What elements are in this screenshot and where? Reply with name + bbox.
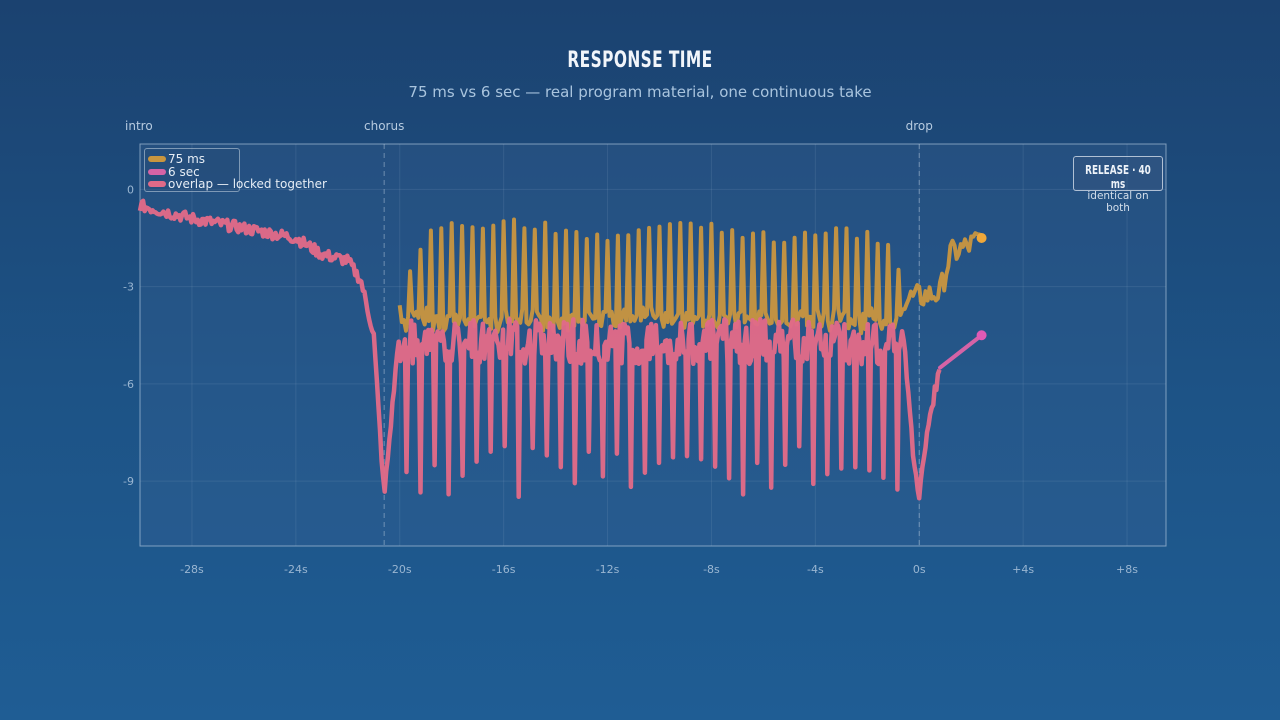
x-tick-label: -20s xyxy=(388,563,412,576)
release-title: RELEASE · 40 ms xyxy=(1085,163,1151,191)
x-axis-ticks: -28s -24s -20s -16s -12s -8s -4s 0s +4s +8s xyxy=(180,563,1138,576)
chart-title: RESPONSE TIME xyxy=(567,48,713,73)
fast-end-marker xyxy=(976,233,987,244)
slow-end-marker xyxy=(976,330,987,341)
chart-subtitle: 75 ms vs 6 sec — real program material, … xyxy=(408,83,872,101)
x-tick-label: -8s xyxy=(703,563,720,576)
legend-swatch-slow xyxy=(148,168,166,175)
series-layer xyxy=(137,198,987,501)
legend-label-slow: 6 sec xyxy=(168,164,200,179)
x-tick-label: +4s xyxy=(1012,563,1034,576)
section-label: intro xyxy=(125,119,153,133)
section-label: chorus xyxy=(364,119,404,133)
y-tick-label: -3 xyxy=(123,281,134,294)
x-tick-label: -24s xyxy=(284,563,308,576)
series-slow-line xyxy=(938,333,984,370)
legend-item-slow: 6 sec xyxy=(148,164,200,179)
release-callout: RELEASE · 40 ms identical on both xyxy=(1073,156,1163,214)
legend-swatch-overlap xyxy=(148,180,166,187)
x-tick-label: -12s xyxy=(596,563,620,576)
x-tick-label: -28s xyxy=(180,563,204,576)
y-tick-label: -6 xyxy=(123,378,134,391)
series-overlap-line xyxy=(137,198,942,501)
x-tick-label: -16s xyxy=(492,563,516,576)
series-fast-line xyxy=(397,217,983,336)
x-tick-label: 0s xyxy=(913,563,926,576)
y-tick-label: 0 xyxy=(127,183,134,196)
y-tick-label: -9 xyxy=(123,475,134,488)
legend-swatch-fast xyxy=(148,155,166,162)
release-note: identical on both xyxy=(1087,190,1149,214)
y-axis-ticks: 0 -3 -6 -9 xyxy=(123,183,134,488)
x-tick-label: +8s xyxy=(1116,563,1138,576)
legend-label-fast: 75 ms xyxy=(168,151,206,166)
legend-item-overlap: overlap — locked together xyxy=(148,176,327,191)
x-tick-label: -4s xyxy=(807,563,824,576)
section-label: drop xyxy=(906,119,933,133)
legend-label-overlap: overlap — locked together xyxy=(168,176,327,191)
section-markers: intro chorus drop xyxy=(125,119,933,546)
legend-item-fast: 75 ms xyxy=(148,151,206,166)
